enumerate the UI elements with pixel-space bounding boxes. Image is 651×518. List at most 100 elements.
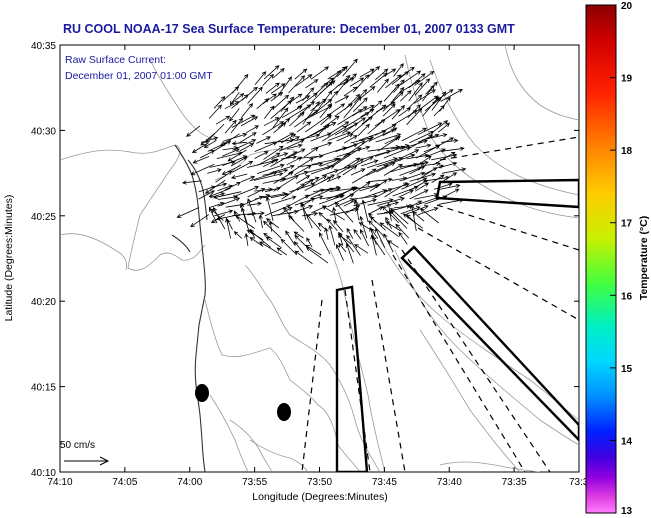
current-arrow	[198, 190, 215, 200]
current-arrow	[318, 185, 341, 192]
current-arrow	[276, 247, 288, 256]
current-arrow	[395, 223, 410, 239]
plot-area	[59, 44, 580, 473]
current-arrow	[227, 149, 247, 162]
current-arrow	[327, 90, 339, 103]
current-arrow	[215, 115, 231, 125]
current-arrow	[280, 155, 298, 160]
current-arrow	[360, 229, 370, 247]
current-arrow	[333, 147, 362, 166]
current-arrow	[412, 211, 425, 222]
current-arrow	[296, 121, 312, 133]
current-arrow	[271, 152, 289, 159]
y-tick-label: 40:20	[31, 297, 56, 308]
current-arrow	[414, 70, 435, 86]
current-arrow	[238, 132, 257, 144]
current-arrow	[409, 189, 429, 200]
current-arrow	[438, 161, 458, 169]
current-arrow	[304, 176, 320, 184]
current-arrow	[336, 145, 371, 158]
colorbar-ticks: 20 19 18 17 16 15 14 13	[610, 1, 633, 517]
current-arrow	[414, 89, 436, 104]
current-arrow	[253, 172, 284, 181]
scale-label: 50 cm/s	[60, 440, 95, 451]
current-arrow	[329, 75, 351, 94]
current-arrow	[407, 94, 423, 110]
current-arrow	[239, 203, 248, 224]
current-arrow	[296, 175, 311, 184]
current-arrow	[408, 200, 423, 208]
current-arrow	[249, 229, 272, 248]
current-arrow	[353, 88, 368, 104]
current-arrow	[240, 116, 259, 127]
current-arrow	[285, 230, 296, 246]
current-arrow	[343, 73, 357, 86]
y-tick-label: 40:35	[31, 41, 56, 52]
current-arrow	[387, 240, 399, 248]
current-arrow	[335, 140, 366, 153]
current-arrow	[376, 196, 405, 206]
current-arrow	[337, 233, 352, 245]
current-arrow	[409, 172, 437, 182]
current-arrow	[353, 74, 370, 93]
current-arrow	[361, 199, 369, 223]
current-arrow	[241, 86, 258, 101]
current-arrow	[278, 139, 305, 152]
current-arrow	[289, 182, 316, 193]
x-axis-label: Longitude (Degrees:Minutes)	[252, 491, 387, 503]
current-arrow	[369, 100, 383, 112]
current-arrow	[319, 232, 331, 255]
x-tick-label: 74:10	[47, 477, 72, 488]
current-arrow	[305, 79, 319, 89]
current-arrow	[289, 194, 310, 206]
current-arrow	[272, 94, 290, 110]
current-arrow	[310, 66, 330, 80]
current-arrow	[420, 208, 439, 224]
current-arrow	[288, 93, 303, 104]
current-arrow	[231, 141, 247, 146]
current-arrow	[247, 201, 263, 206]
current-arrow	[381, 205, 400, 224]
current-arrow	[344, 93, 361, 111]
current-arrow	[310, 122, 337, 137]
current-arrow	[176, 207, 200, 218]
current-arrow	[346, 227, 354, 239]
current-arrow	[338, 242, 347, 253]
current-arrow	[208, 104, 223, 119]
current-arrow	[233, 231, 243, 239]
colorbar-tick-label: 18	[621, 146, 633, 157]
current-arrow	[408, 82, 423, 102]
current-arrow	[230, 173, 248, 180]
current-arrow	[432, 151, 456, 166]
current-arrow	[294, 165, 312, 176]
current-arrow	[293, 231, 304, 239]
current-arrow	[441, 138, 459, 143]
current-arrow	[385, 221, 401, 232]
current-arrow	[367, 198, 394, 206]
current-arrow	[400, 70, 422, 86]
current-arrow	[297, 100, 315, 118]
current-arrow	[217, 197, 241, 207]
current-arrow	[244, 232, 249, 246]
y-tick-label: 40:10	[31, 468, 56, 479]
current-arrow	[280, 238, 297, 255]
current-arrow	[326, 218, 338, 232]
current-arrow	[349, 77, 365, 87]
current-arrow	[221, 164, 242, 175]
current-arrow	[369, 216, 386, 231]
current-arrow	[272, 68, 285, 79]
colorbar-tick-label: 20	[621, 1, 633, 12]
current-arrow	[408, 73, 426, 89]
x-tick-label: 73:3	[569, 477, 589, 488]
current-arrow	[319, 157, 342, 167]
current-arrow	[320, 174, 336, 183]
current-arrow	[263, 158, 279, 167]
current-arrow	[430, 120, 449, 134]
current-arrow	[302, 87, 315, 101]
current-arrow	[400, 90, 412, 102]
figure-title: RU COOL NOAA-17 Sea Surface Temperature:…	[63, 22, 515, 36]
current-arrow	[402, 213, 424, 229]
current-arrow	[398, 231, 408, 245]
scale-arrow	[64, 456, 110, 466]
